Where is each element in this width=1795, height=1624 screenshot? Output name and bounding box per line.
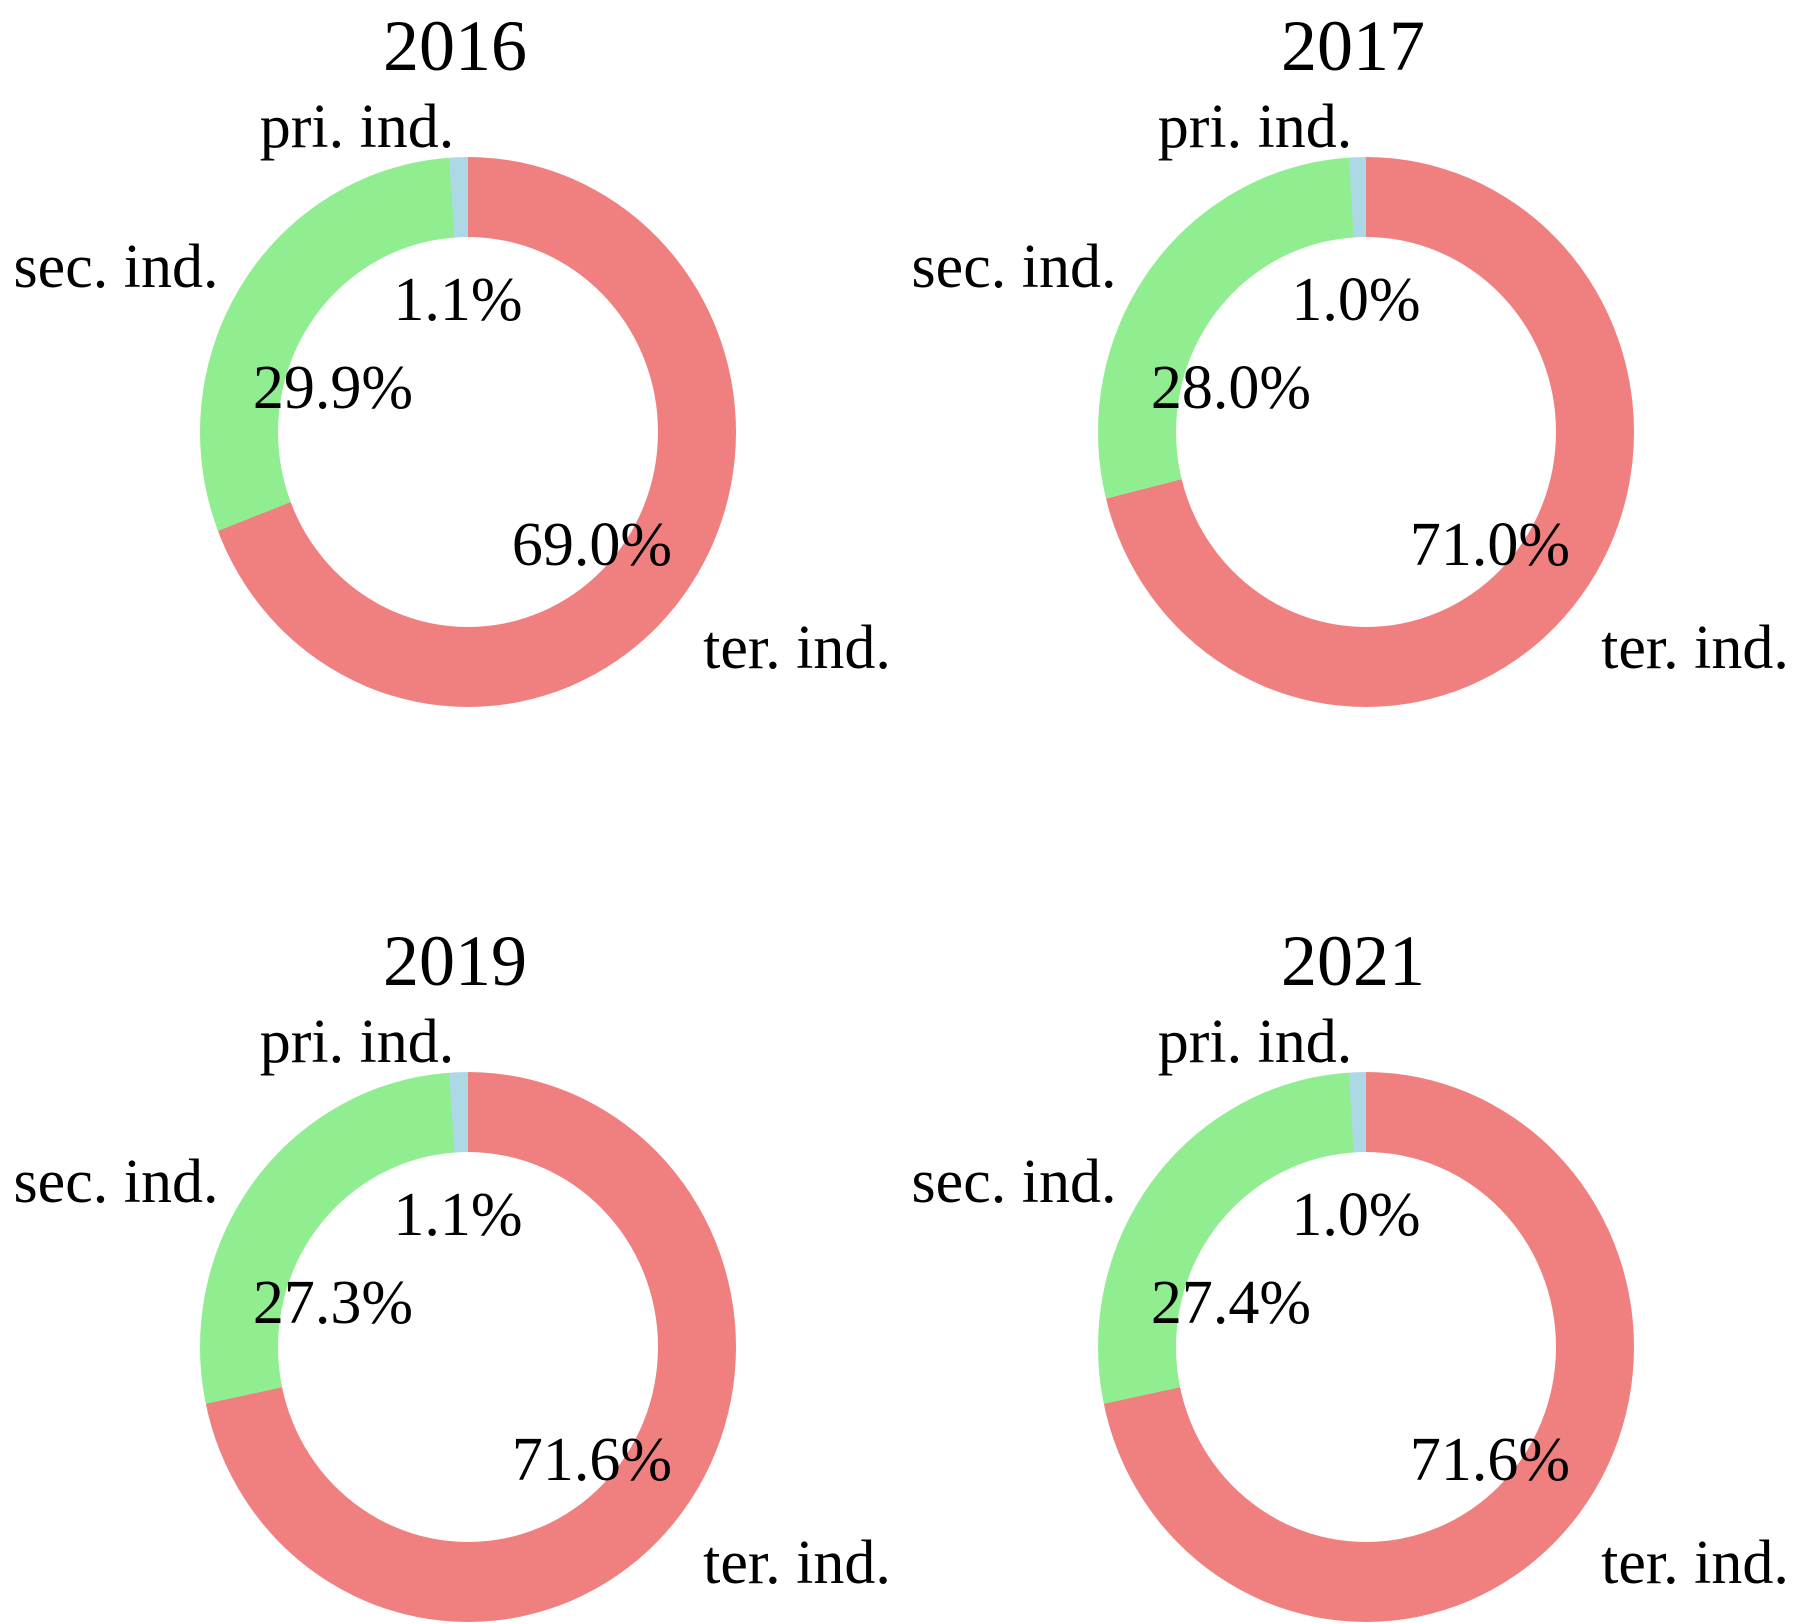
slice-label-pri: pri. ind. [1157,1008,1353,1076]
slice-pct-sec: 29.9% [252,354,414,422]
slice-pct-ter: 71.0% [1409,511,1571,579]
donut-chart-2017: 2017 pri. ind. sec. ind. ter. ind. 1.0% … [898,0,1795,709]
donut-chart-2021: 2021 pri. ind. sec. ind. ter. ind. 1.0% … [898,915,1795,1624]
slice-pct-sec: 28.0% [1150,354,1312,422]
chart-title: 2021 [1281,921,1425,1001]
slice-pct-sec: 27.3% [252,1269,414,1337]
slice-label-pri: pri. ind. [259,93,455,161]
slice-pct-sec: 27.4% [1150,1269,1312,1337]
donut-ring [200,1072,736,1622]
slice-label-sec: sec. ind. [911,1148,1117,1216]
slice-label-pri: pri. ind. [259,1008,455,1076]
slice-label-ter: ter. ind. [1601,614,1789,682]
slice-label-sec: sec. ind. [911,233,1117,301]
donut-ring [1098,1072,1634,1622]
slice-pct-pri: 1.1% [393,266,523,334]
donut-ring [200,157,736,707]
donut-chart-2016: 2016 pri. ind. sec. ind. ter. ind. 1.1% … [0,0,897,709]
slice-pct-ter: 71.6% [1409,1426,1571,1494]
chart-title: 2016 [383,6,527,86]
slice-label-ter: ter. ind. [1601,1529,1789,1597]
slice-label-ter: ter. ind. [703,614,891,682]
slice-pct-pri: 1.1% [393,1181,523,1249]
slice-label-pri: pri. ind. [1157,93,1353,161]
donut-chart-2019: 2019 pri. ind. sec. ind. ter. ind. 1.1% … [0,915,897,1624]
slice-pct-pri: 1.0% [1291,266,1421,334]
donut-ring [1098,157,1634,707]
slice-label-sec: sec. ind. [13,1148,219,1216]
slice-label-ter: ter. ind. [703,1529,891,1597]
chart-title: 2017 [1281,6,1425,86]
slice-pct-ter: 69.0% [511,511,673,579]
slice-pct-ter: 71.6% [511,1426,673,1494]
slice-pct-pri: 1.0% [1291,1181,1421,1249]
chart-title: 2019 [383,921,527,1001]
slice-label-sec: sec. ind. [13,233,219,301]
